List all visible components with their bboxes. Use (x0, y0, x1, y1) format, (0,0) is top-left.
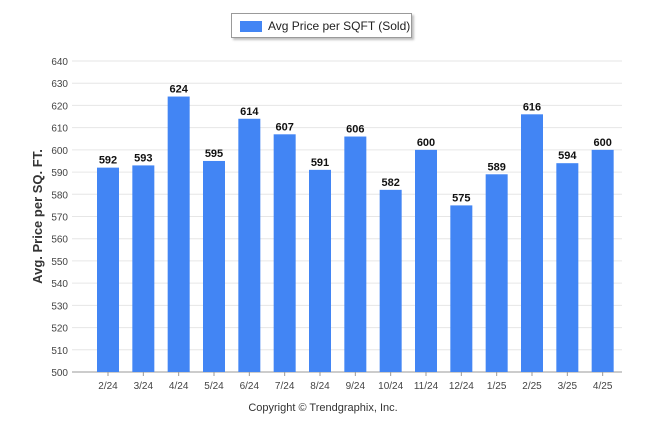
x-tick-label: 2/25 (522, 381, 542, 392)
y-tick-label: 520 (51, 324, 68, 335)
x-tick-label: 2/24 (98, 381, 118, 392)
y-tick-label: 550 (51, 257, 68, 268)
y-tick-label: 600 (51, 146, 68, 157)
data-label: 589 (487, 161, 505, 173)
bar (379, 189, 402, 372)
x-tick-label: 6/24 (240, 381, 260, 392)
y-tick-label: 530 (51, 301, 68, 312)
bar (591, 149, 614, 372)
x-tick-label: 3/25 (558, 381, 578, 392)
data-label: 592 (99, 155, 117, 167)
bar (238, 118, 261, 372)
x-tick-label: 3/24 (134, 381, 154, 392)
bar (309, 169, 331, 372)
x-tick-label: 1/25 (487, 381, 507, 392)
bar (521, 114, 543, 373)
y-tick-label: 510 (51, 346, 68, 357)
data-label: 607 (275, 121, 293, 133)
bar (203, 160, 225, 372)
copyright-text: Copyright © Trendgraphix, Inc. (248, 402, 398, 414)
x-tick-label: 4/24 (169, 381, 189, 392)
y-tick-label: 640 (51, 57, 68, 68)
x-tick-label: 7/24 (275, 381, 295, 392)
data-label: 582 (381, 177, 399, 189)
data-label: 600 (593, 137, 611, 149)
bar (132, 165, 155, 372)
bar (97, 167, 119, 372)
legend-label: Avg Price per SQFT (Sold) (268, 19, 411, 33)
y-tick-label: 580 (51, 190, 68, 201)
y-tick-label: 610 (51, 124, 68, 135)
y-tick-label: 540 (51, 279, 68, 290)
bar (415, 149, 437, 372)
bar (450, 205, 473, 372)
bar (273, 134, 296, 372)
x-tick-label: 8/24 (310, 381, 330, 392)
x-tick-label: 10/24 (378, 381, 403, 392)
data-label: 593 (134, 152, 152, 164)
legend-swatch (240, 21, 262, 32)
x-tick-label: 9/24 (346, 381, 366, 392)
y-tick-label: 590 (51, 168, 68, 179)
x-tick-label: 12/24 (449, 381, 474, 392)
data-label: 624 (169, 84, 188, 96)
y-tick-label: 630 (51, 79, 68, 90)
y-tick-label: 560 (51, 235, 68, 246)
bar (167, 96, 190, 373)
data-label: 614 (240, 106, 259, 118)
y-tick-label: 570 (51, 213, 68, 224)
y-tick-label: 500 (51, 368, 68, 379)
y-tick-label: 620 (51, 101, 68, 112)
data-label: 606 (346, 124, 364, 136)
data-label: 600 (417, 137, 435, 149)
data-label: 575 (452, 192, 470, 204)
bar (485, 174, 508, 372)
x-tick-label: 5/24 (204, 381, 224, 392)
data-label: 594 (558, 150, 577, 162)
x-tick-label: 4/25 (593, 381, 613, 392)
y-axis-label: Avg. Price per SQ. FT. (30, 149, 45, 284)
data-label: 591 (311, 157, 329, 169)
data-label: 616 (523, 101, 541, 113)
bar (344, 136, 367, 372)
data-label: 595 (205, 148, 223, 160)
legend: Avg Price per SQFT (Sold) (231, 13, 412, 38)
x-tick-label: 11/24 (414, 381, 439, 392)
bar (556, 163, 579, 372)
